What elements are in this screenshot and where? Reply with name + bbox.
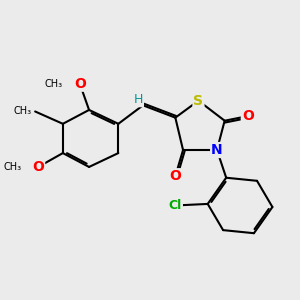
Text: O: O bbox=[32, 160, 44, 174]
Text: S: S bbox=[194, 94, 203, 108]
Text: H: H bbox=[134, 93, 143, 106]
Text: CH₃: CH₃ bbox=[3, 162, 21, 172]
Text: O: O bbox=[169, 169, 181, 183]
Text: O: O bbox=[74, 77, 86, 91]
Text: CH₃: CH₃ bbox=[14, 106, 32, 116]
Text: N: N bbox=[211, 143, 223, 157]
Text: O: O bbox=[242, 109, 254, 123]
Text: Cl: Cl bbox=[169, 199, 182, 212]
Text: CH₃: CH₃ bbox=[45, 79, 63, 89]
